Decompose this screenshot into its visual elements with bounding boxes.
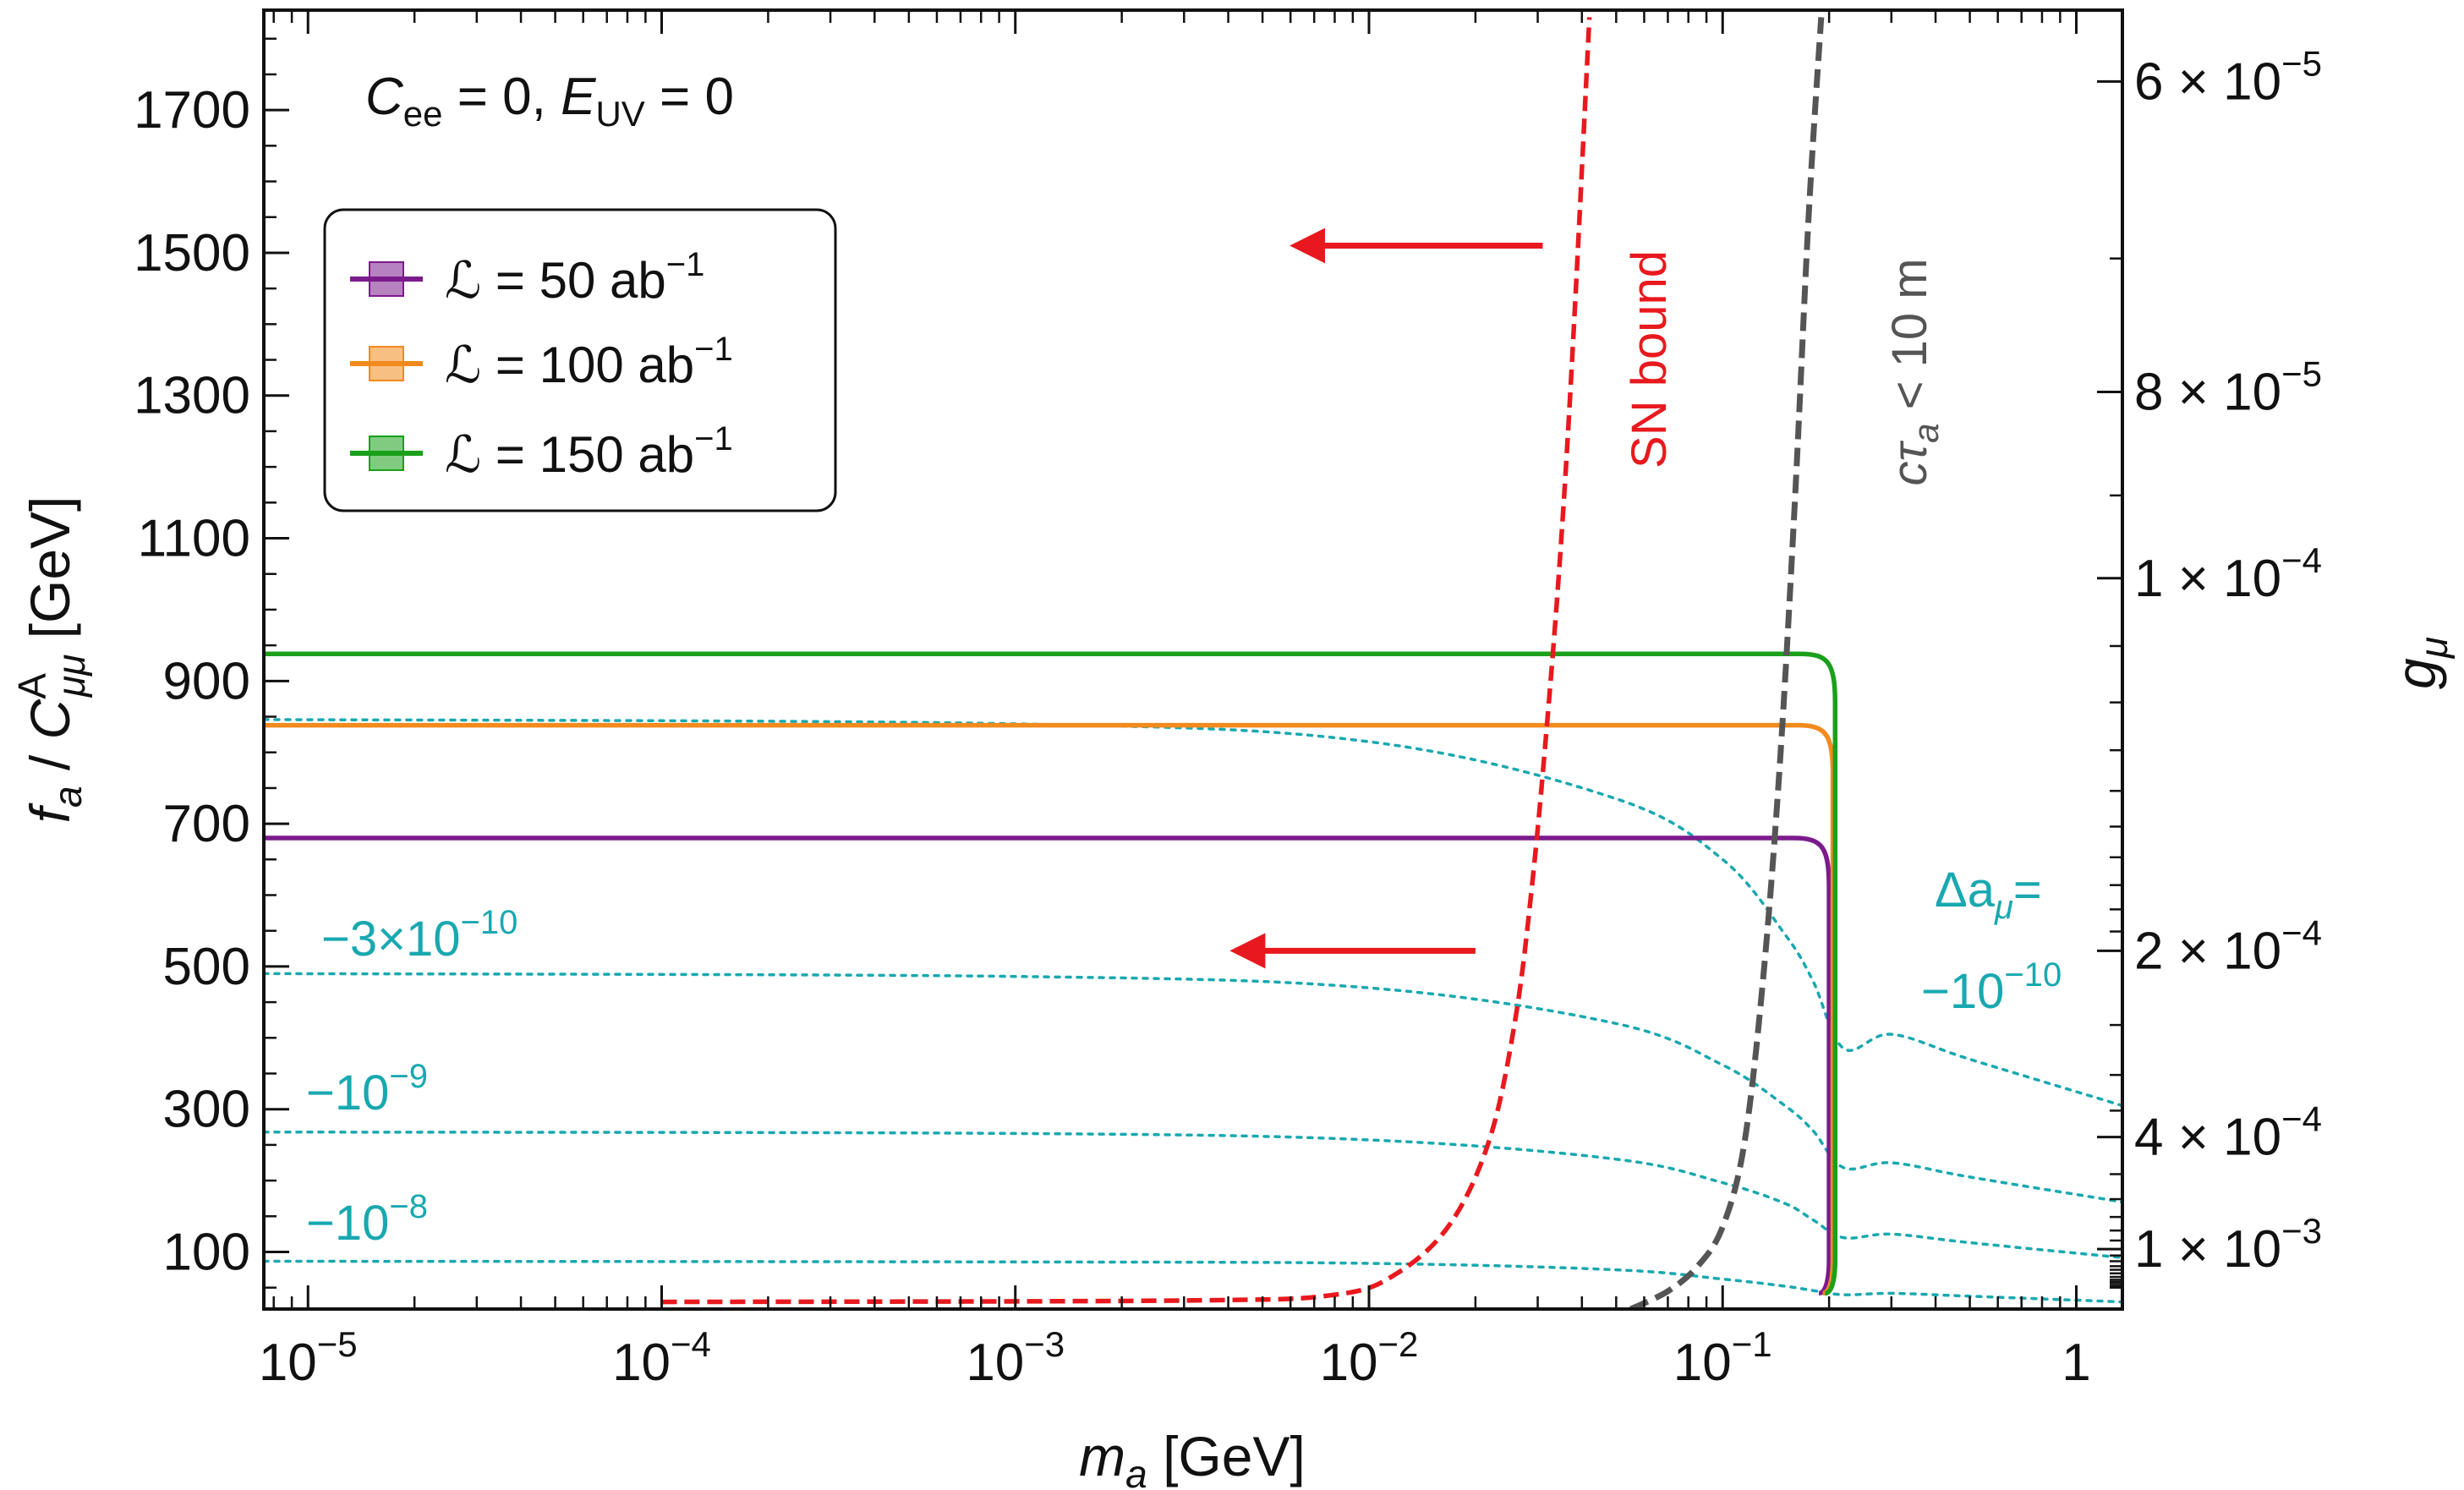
x-tick-label-5: 1 <box>2062 1334 2090 1392</box>
y-tick-label-6: 1300 <box>134 367 250 425</box>
right-tick-label-4: 4 × 10−4 <box>2134 1099 2322 1167</box>
ticks-layer: 10−5 10−4 10−3 10−2 10−1 11003005007009001100… <box>134 10 2322 1392</box>
y-tick-label-2: 500 <box>163 938 250 996</box>
legend-box <box>323 208 837 512</box>
delta-a-mu-contour-0 <box>264 718 2122 1108</box>
right-tick-label-0: 6 × 10−5 <box>2134 43 2322 111</box>
x-tick-label-1: 10−4 <box>612 1324 711 1392</box>
sn-bound-label: SN bound <box>1622 250 1677 468</box>
delta-a-mu-label: Δaμ= <box>1935 863 2042 926</box>
right-tick-label-1: 8 × 10−5 <box>2134 354 2322 422</box>
legend-swatch-50 <box>369 261 404 297</box>
delta-a-mu-contour-2 <box>264 1130 2122 1259</box>
lifetime-curve <box>1629 17 1825 1309</box>
right-tick-label-2: 1 × 10−4 <box>2134 540 2322 608</box>
panel-label: Cee = 0, EUV = 0 <box>365 68 734 134</box>
legend-entry-100: ℒ = 100 ab−1 <box>350 331 733 393</box>
right-tick-label-3: 2 × 10−4 <box>2134 912 2322 980</box>
contour-label-minus-1e-10: −10−10 <box>1921 956 2062 1019</box>
legend-label-50: ℒ = 50 ab−1 <box>445 246 704 309</box>
legend-entry-50: ℒ = 50 ab−1 <box>350 246 704 309</box>
y-tick-label-8: 1700 <box>134 81 250 140</box>
x-tick-label-2: 10−3 <box>966 1324 1065 1392</box>
y-tick-label-5: 1100 <box>138 510 250 568</box>
delta-a-mu-contour-1 <box>264 972 2122 1204</box>
legend-label-100: ℒ = 100 ab−1 <box>445 331 733 393</box>
x-tick-label-3: 10−2 <box>1320 1324 1419 1392</box>
right-tick-label-5: 1 × 10−3 <box>2134 1211 2322 1279</box>
legend: ℒ = 50 ab−1 ℒ = 100 ab−1 ℒ = 150 ab−1 <box>323 208 837 512</box>
y-tick-label-3: 700 <box>163 795 250 853</box>
legend-swatch-150 <box>369 435 404 471</box>
x-tick-label-4: 10−1 <box>1673 1324 1772 1392</box>
y-axis-title: fa / CAμμ [GeV] <box>10 496 93 824</box>
y-tick-label-0: 100 <box>163 1223 250 1281</box>
y-tick-label-1: 300 <box>163 1081 250 1139</box>
x-axis-title: ma [GeV] <box>1079 1425 1306 1490</box>
sn-bound-curve <box>661 17 1592 1305</box>
x-tick-label-0: 10−5 <box>259 1324 358 1392</box>
delta-a-mu-contour-3 <box>264 1259 2122 1304</box>
plot-background <box>264 10 2122 1309</box>
contour-label-minus-3e-10: −3×10−10 <box>321 904 517 967</box>
plot-frame <box>262 8 2124 1311</box>
right-axis-title: gμ <box>2385 637 2456 689</box>
lifetime-label: cτa < 10 m <box>1882 258 1946 485</box>
y-tick-label-7: 1500 <box>134 224 250 282</box>
curves-layer <box>264 17 2122 1309</box>
series-line-2 <box>264 651 1838 1296</box>
contour-label-minus-1e-9: −10−9 <box>306 1058 428 1120</box>
legend-label-150: ℒ = 150 ab−1 <box>445 420 733 483</box>
legend-swatch-100 <box>369 346 404 381</box>
y-tick-label-4: 900 <box>163 652 250 710</box>
contour-label-minus-1e-8: −10−8 <box>306 1188 428 1251</box>
series-line-0 <box>264 835 1832 1296</box>
legend-entry-150: ℒ = 150 ab−1 <box>350 420 733 483</box>
